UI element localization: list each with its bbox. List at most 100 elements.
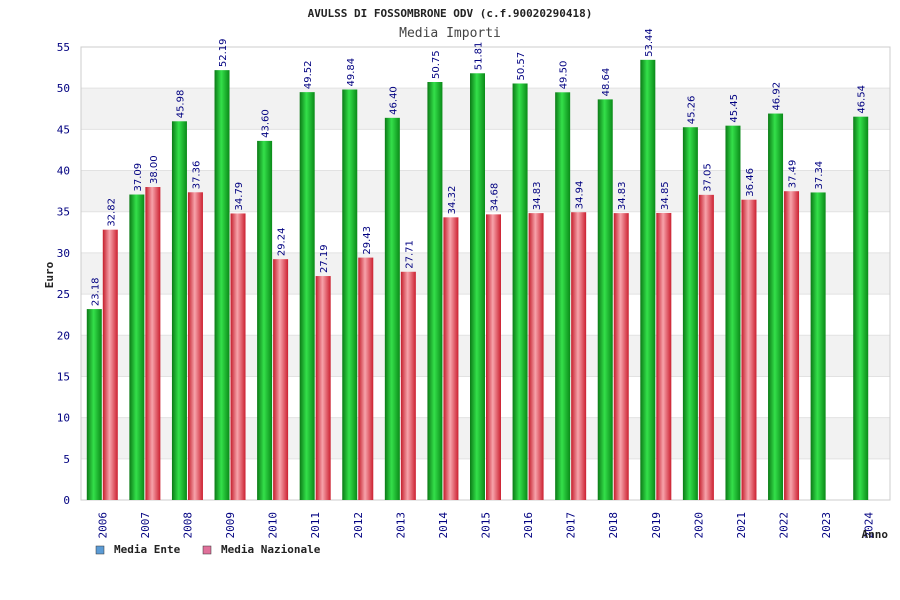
x-tick-label: 2020 bbox=[692, 512, 705, 539]
bar-label-media-nazionale: 34.83 bbox=[617, 181, 628, 210]
x-tick-label: 2015 bbox=[480, 512, 493, 539]
x-tick-label: 2018 bbox=[607, 512, 620, 539]
y-tick-label: 35 bbox=[57, 206, 70, 219]
bar-media-nazionale bbox=[528, 213, 544, 501]
bar-label-media-nazionale: 27.71 bbox=[404, 240, 415, 269]
bar-label-media-ente: 50.57 bbox=[516, 52, 527, 81]
legend-swatch-media-nazionale bbox=[202, 545, 212, 555]
bar-media-ente bbox=[768, 113, 784, 501]
bar-label-media-nazionale: 37.49 bbox=[788, 160, 799, 189]
bar-media-nazionale bbox=[145, 187, 161, 500]
bar-label-media-ente: 45.45 bbox=[729, 94, 740, 123]
y-tick-label: 40 bbox=[57, 165, 70, 178]
x-tick-label: 2021 bbox=[735, 512, 748, 539]
y-tick-label: 25 bbox=[57, 288, 70, 301]
bar-media-nazionale bbox=[656, 212, 672, 501]
x-tick-label: 2012 bbox=[352, 512, 365, 539]
bar-label-media-nazionale: 29.43 bbox=[362, 226, 373, 255]
bar-label-media-ente: 23.18 bbox=[90, 277, 101, 306]
bar-label-media-nazionale: 34.85 bbox=[660, 181, 671, 210]
bar-media-ente bbox=[427, 82, 443, 500]
chart-subtitle: Media Importi bbox=[399, 26, 501, 41]
y-tick-label: 50 bbox=[57, 82, 70, 95]
chart-title: AVULSS DI FOSSOMBRONE ODV (c.f.900202904… bbox=[308, 7, 593, 20]
bar-label-media-ente: 52.19 bbox=[218, 39, 229, 68]
x-tick-label: 2006 bbox=[96, 512, 109, 539]
x-tick-label: 2017 bbox=[565, 512, 578, 539]
bar-labels: 23.18 32.82 37.09 38.00 45.98 37.36 52.19 34.79… bbox=[90, 28, 867, 306]
x-tick-label: 2016 bbox=[522, 512, 535, 539]
bar-label-media-ente: 46.54 bbox=[857, 85, 868, 114]
bar-label-media-nazionale: 34.32 bbox=[447, 186, 458, 215]
bar-media-nazionale bbox=[571, 212, 587, 501]
bar-media-ente bbox=[470, 73, 485, 501]
x-tick-label: 2010 bbox=[267, 512, 280, 539]
bar-label-media-ente: 53.44 bbox=[644, 28, 655, 57]
x-tick-label: 2024 bbox=[863, 512, 876, 539]
bar-media-ente bbox=[384, 117, 400, 500]
y-tick-label: 10 bbox=[57, 412, 70, 425]
bar-label-media-ente: 48.64 bbox=[601, 68, 612, 97]
bar-media-ente bbox=[214, 70, 230, 501]
bar-label-media-ente: 51.81 bbox=[474, 42, 485, 71]
x-tick-label: 2013 bbox=[394, 512, 407, 539]
bar-media-ente bbox=[299, 92, 315, 501]
bar-media-ente bbox=[129, 194, 145, 500]
legend-label-media-nazionale: Media Nazionale bbox=[221, 543, 321, 556]
bar-media-ente bbox=[640, 59, 656, 501]
legend: Media Ente Media Nazionale bbox=[95, 543, 321, 556]
y-tick-label: 5 bbox=[63, 453, 70, 466]
bar-label-media-ente: 49.50 bbox=[559, 61, 570, 90]
bar-media-ente bbox=[555, 92, 571, 501]
bar-label-media-nazionale: 36.46 bbox=[745, 168, 756, 197]
plot-frame bbox=[80, 46, 891, 501]
bar-media-nazionale bbox=[443, 217, 459, 500]
x-tick-label: 2009 bbox=[224, 512, 237, 539]
bar-media-nazionale bbox=[486, 214, 501, 500]
bar-label-media-ente: 50.75 bbox=[431, 50, 442, 79]
bar-label-media-nazionale: 37.36 bbox=[191, 161, 202, 190]
bar-media-ente bbox=[725, 125, 741, 500]
bar-media-nazionale bbox=[784, 191, 800, 500]
bar-media-ente bbox=[257, 140, 273, 501]
y-tick-label: 0 bbox=[63, 494, 70, 507]
bar-label-media-ente: 46.92 bbox=[772, 82, 783, 111]
bar-media-nazionale bbox=[102, 229, 118, 500]
bar-media-nazionale bbox=[187, 192, 203, 500]
x-tick-label: 2019 bbox=[650, 512, 663, 539]
bar-media-nazionale bbox=[400, 271, 416, 500]
y-axis-label: Euro bbox=[43, 261, 56, 288]
bar-media-ente bbox=[342, 89, 358, 500]
bar-label-media-ente: 46.40 bbox=[388, 86, 399, 115]
x-tick-label: 2011 bbox=[309, 512, 322, 539]
bar-label-media-nazionale: 29.24 bbox=[277, 228, 288, 257]
bar-media-nazionale bbox=[273, 259, 289, 500]
bar-label-media-ente: 45.26 bbox=[686, 96, 697, 125]
bar-media-ente bbox=[512, 83, 528, 500]
bar-media-ente bbox=[171, 121, 187, 501]
bar-media-nazionale bbox=[613, 213, 629, 501]
bar-media-nazionale bbox=[358, 257, 374, 500]
x-tick-label: 2022 bbox=[778, 512, 791, 539]
y-tick-label: 20 bbox=[57, 329, 70, 342]
bar-label-media-ente: 49.84 bbox=[346, 58, 357, 87]
bar-label-media-ente: 45.98 bbox=[175, 90, 186, 119]
bar-media-ente bbox=[853, 116, 869, 501]
y-axis: 0 5 10 15 20 25 30 35 40 45 50 55 bbox=[57, 41, 70, 507]
bar-label-media-nazionale: 27.19 bbox=[319, 244, 330, 273]
bar-media-nazionale bbox=[315, 276, 331, 500]
bar-label-media-nazionale: 34.83 bbox=[532, 181, 543, 210]
bar-label-media-nazionale: 32.82 bbox=[106, 198, 117, 227]
bar-label-media-nazionale: 34.68 bbox=[490, 183, 501, 212]
bar-media-ente bbox=[810, 192, 826, 501]
x-axis-label: Anno bbox=[862, 528, 889, 541]
bar-media-nazionale bbox=[741, 199, 757, 500]
y-tick-label: 55 bbox=[57, 41, 70, 54]
x-tick-label: 2014 bbox=[437, 512, 450, 539]
bar-media-ente bbox=[682, 127, 698, 501]
x-tick-label: 2007 bbox=[139, 512, 152, 539]
x-tick-label: 2008 bbox=[181, 512, 194, 539]
bar-label-media-nazionale: 34.79 bbox=[234, 182, 245, 211]
bar-label-media-ente: 37.09 bbox=[133, 163, 144, 192]
